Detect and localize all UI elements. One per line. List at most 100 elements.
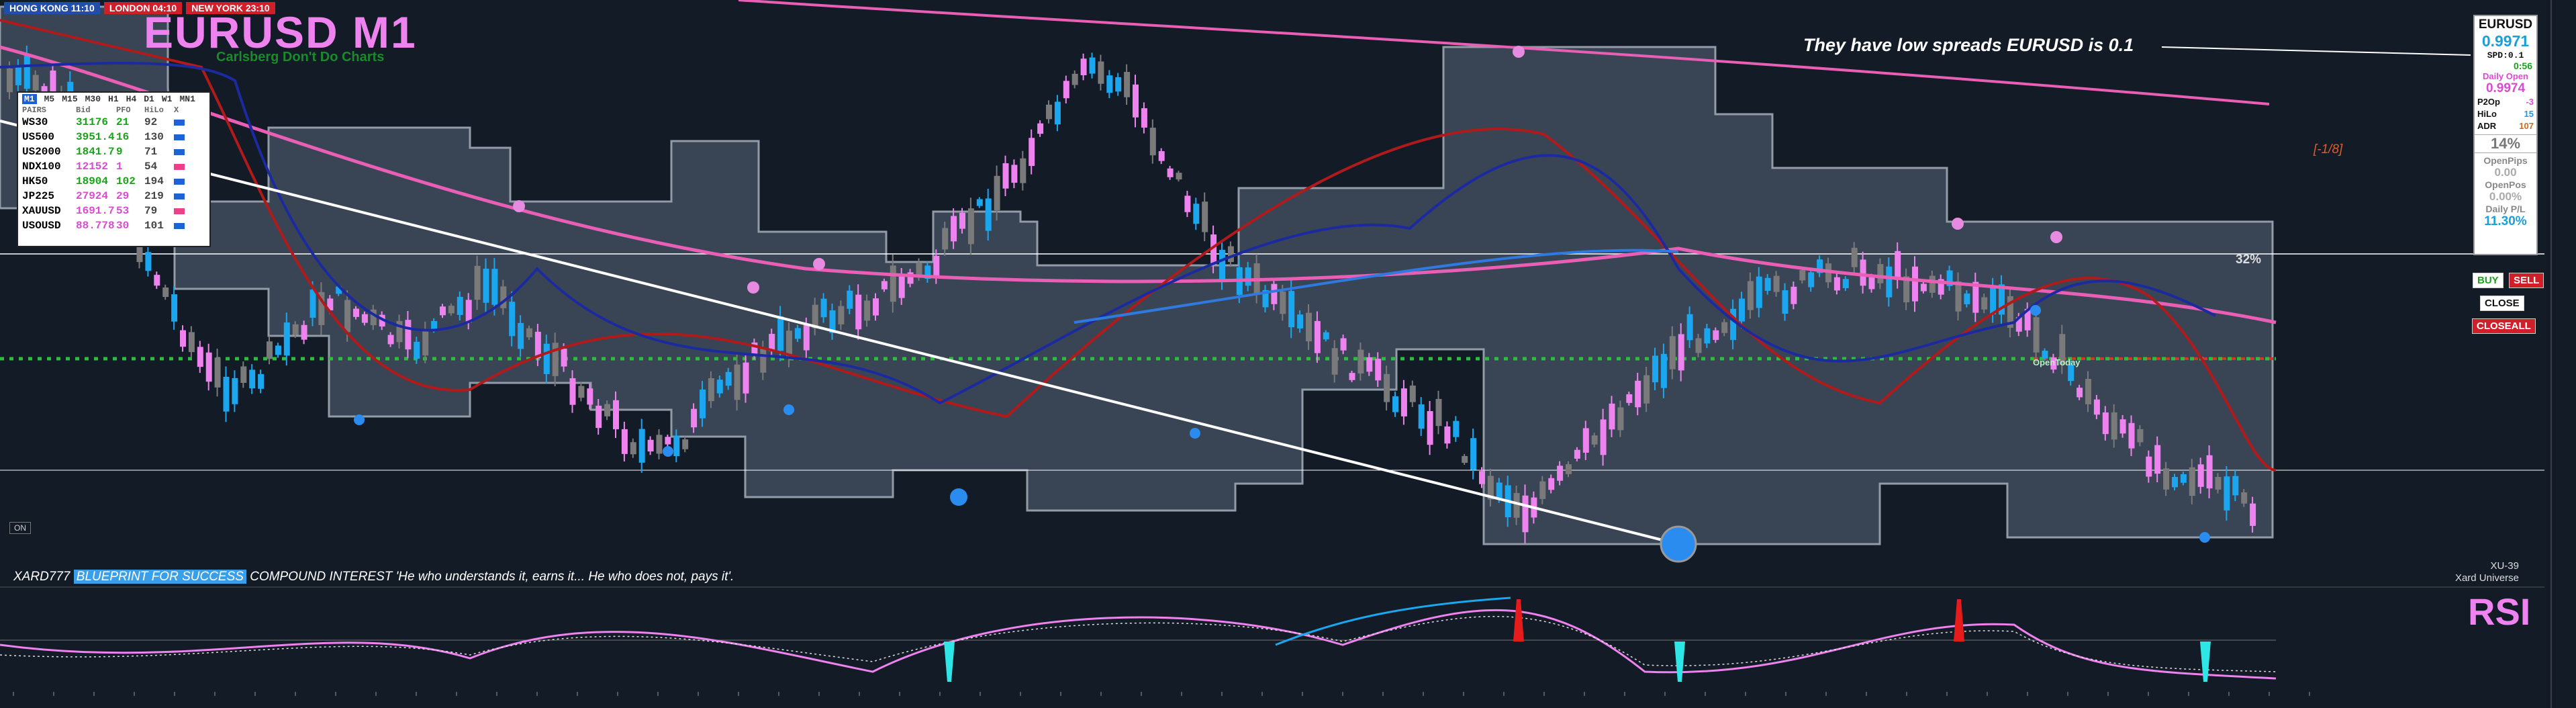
side-hilo-row: HiLo 15 (2477, 109, 2534, 119)
on-toggle[interactable]: ON (9, 522, 31, 534)
candle-body (2224, 476, 2230, 511)
pivot-marker (950, 488, 967, 506)
candle-body (1176, 173, 1182, 180)
candle-body (336, 286, 342, 294)
candle-body (1314, 320, 1321, 353)
tf-m5[interactable]: M5 (44, 94, 55, 104)
tf-mn1[interactable]: MN1 (179, 94, 195, 104)
candle-body (716, 380, 723, 394)
session-new-york: NEW YORK 23:10 (186, 2, 275, 14)
candle-body (457, 296, 463, 315)
candle-body (1020, 158, 1027, 183)
candle-body (1046, 104, 1052, 120)
candle-body (820, 298, 827, 318)
rsi-bull-segment (1275, 596, 1511, 646)
candle-body (1210, 234, 1217, 265)
pairs-header: PAIRS Bid PFO HiLo X (18, 105, 209, 115)
symbol-title: EURUSD M1 (144, 7, 417, 57)
candle-body (414, 341, 420, 359)
candle-body (959, 212, 965, 229)
tf-w1[interactable]: W1 (161, 94, 173, 104)
candle-body (838, 306, 845, 324)
pair-pfo: 21 (116, 116, 130, 128)
candle-body (2033, 317, 2040, 353)
swing-high-dot (747, 281, 759, 294)
candle-body (240, 366, 247, 384)
candle-body (387, 335, 394, 345)
candle-body (786, 330, 792, 359)
candle-body (803, 325, 810, 351)
candle-body (1972, 281, 1979, 313)
candle-body (145, 252, 152, 271)
candle-body (794, 328, 801, 339)
candle-body (578, 386, 585, 398)
candle-body (361, 314, 368, 323)
close-all-button[interactable]: CLOSEALL (2472, 318, 2536, 334)
candle-body (1566, 464, 1572, 474)
footer-highlight: BLUEPRINT FOR SUCCESS (73, 570, 246, 584)
candle-body (1791, 286, 1797, 304)
pair-trend-swatch (174, 149, 185, 155)
candle-body (1080, 58, 1087, 76)
xu-label: XU-39 (2490, 560, 2519, 572)
candle-body (1773, 275, 1780, 292)
pair-hilo: 219 (144, 190, 164, 202)
sell-button[interactable]: SELL (2509, 273, 2544, 288)
candle-body (1643, 375, 1650, 404)
candle-body (2093, 399, 2100, 415)
candle-body (587, 388, 593, 405)
candle-body (604, 404, 611, 416)
candle-body (318, 292, 325, 325)
pair-symbol: US500 (22, 131, 55, 143)
side-dailypl: 11.30% (2484, 214, 2527, 228)
candle-body (1678, 334, 1684, 371)
rsi-overbought-marker (1513, 599, 1524, 641)
pair-pfo: 1 (116, 161, 123, 173)
candle-body (873, 298, 879, 316)
candle-body (665, 437, 671, 445)
candle-body (1306, 312, 1312, 342)
fast-ma-line (0, 19, 2277, 472)
tf-m1[interactable]: M1 (22, 94, 37, 104)
pair-bid: 3951.4 (76, 131, 115, 143)
pair-row[interactable]: WS30 31176 21 92 (18, 115, 209, 130)
candle-body (1202, 202, 1208, 232)
candle-body (1323, 332, 1329, 340)
candle-body (1340, 338, 1347, 351)
pair-row[interactable]: US2000 1841.7 9 71 (18, 144, 209, 159)
pair-row[interactable]: US500 3951.4 16 130 (18, 130, 209, 144)
candle-body (2007, 296, 2013, 328)
pair-row[interactable]: USOUSD 88.778 30 101 (18, 218, 209, 233)
tf-h1[interactable]: H1 (108, 94, 119, 104)
candle-body (1557, 466, 1564, 481)
candle-body (907, 272, 914, 284)
candle-body (682, 439, 689, 449)
candle-body (1011, 165, 1018, 183)
pair-bid: 12152 (76, 161, 109, 173)
candle-body (500, 286, 507, 308)
pair-row[interactable]: NDX100 12152 1 54 (18, 159, 209, 174)
slow-ma-line (0, 45, 2277, 324)
pair-row[interactable]: HK50 18904 102 194 (18, 174, 209, 189)
pair-row[interactable]: JP225 27924 29 219 (18, 189, 209, 204)
tf-m30[interactable]: M30 (85, 94, 101, 104)
tf-m15[interactable]: M15 (62, 94, 78, 104)
candle-body (890, 265, 896, 302)
close-button[interactable]: CLOSE (2480, 296, 2524, 311)
candle-body (847, 290, 853, 309)
candle-body (171, 294, 178, 322)
candle-body (2050, 357, 2057, 370)
candle-body (734, 364, 741, 400)
candle-body (812, 304, 818, 328)
tf-d1[interactable]: D1 (144, 94, 154, 104)
candle-body (1227, 246, 1234, 263)
pair-hilo: 71 (144, 146, 158, 158)
candle-body (1946, 270, 1953, 286)
candle-body (1920, 283, 1927, 292)
candle-body (2085, 379, 2091, 404)
swing-low-dot (2030, 305, 2041, 316)
pair-row[interactable]: XAUUSD 1691.7 53 79 (18, 204, 209, 218)
tf-h4[interactable]: H4 (126, 94, 137, 104)
buy-button[interactable]: BUY (2473, 273, 2503, 288)
